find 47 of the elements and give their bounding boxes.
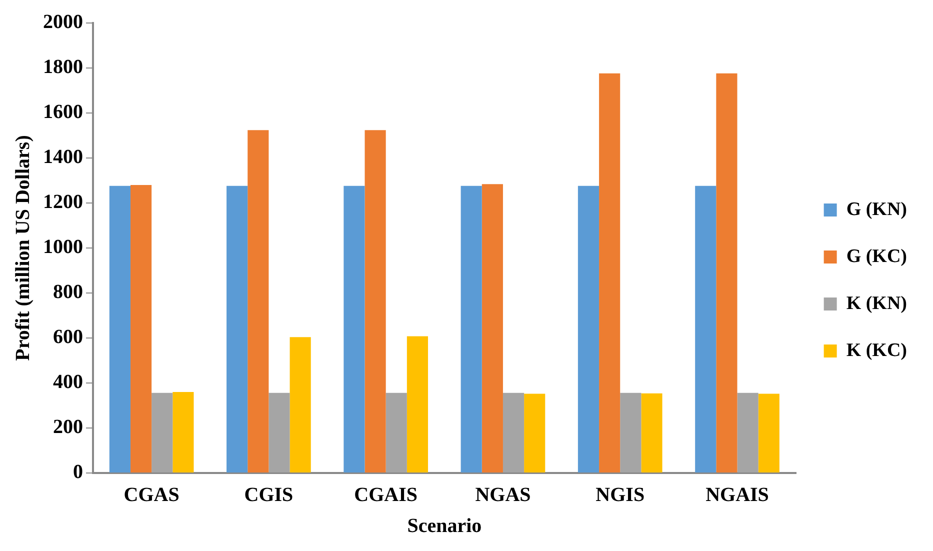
bar — [641, 393, 662, 472]
legend-label: G (KC) — [846, 246, 908, 267]
bar — [578, 186, 600, 472]
x-tick-label: CGAS — [124, 484, 180, 506]
y-tick-label: 1000 — [43, 236, 83, 258]
y-tick-label: 600 — [53, 326, 83, 348]
y-axis-title: Profit (million US Dollars) — [12, 135, 34, 361]
bar — [268, 392, 290, 472]
x-tick-label: NGAIS — [706, 484, 769, 506]
bar — [290, 337, 311, 472]
y-tick-label: 200 — [53, 416, 83, 438]
x-tick-label: CGAIS — [354, 484, 418, 506]
bar — [599, 73, 620, 472]
bar — [406, 336, 428, 472]
y-tick-label: 1600 — [43, 101, 83, 124]
legend-label: G (KN) — [846, 198, 908, 220]
x-axis-title: Scenario — [407, 515, 482, 538]
bar — [524, 394, 546, 472]
legend-label: K (KN) — [846, 292, 908, 314]
y-tick-label: 400 — [53, 371, 83, 394]
bar — [482, 184, 503, 472]
y-tick-label: 800 — [53, 281, 83, 304]
y-tick-label: 1400 — [43, 146, 83, 168]
x-tick-label: NGAS — [475, 484, 531, 506]
bar — [716, 73, 738, 472]
bar — [226, 186, 248, 472]
bar — [737, 392, 758, 472]
bar — [695, 186, 716, 472]
y-tick-label: 0 — [73, 461, 83, 484]
bar — [620, 392, 642, 472]
bar — [344, 186, 365, 472]
legend-label: K (KC) — [846, 340, 908, 361]
bar — [172, 392, 194, 472]
bar — [758, 394, 780, 472]
bar — [364, 130, 386, 472]
x-tick-label: NGIS — [596, 484, 645, 506]
bar — [152, 392, 173, 472]
y-tick-label: 1200 — [43, 191, 83, 214]
bar — [248, 130, 269, 472]
y-tick-label: 1800 — [43, 56, 83, 78]
x-tick-label: CGIS — [244, 484, 294, 506]
bar — [386, 392, 407, 472]
bar — [109, 186, 130, 472]
bar — [130, 185, 152, 472]
y-tick-label: 2000 — [43, 11, 83, 34]
bar — [502, 392, 524, 472]
bar — [460, 186, 482, 472]
